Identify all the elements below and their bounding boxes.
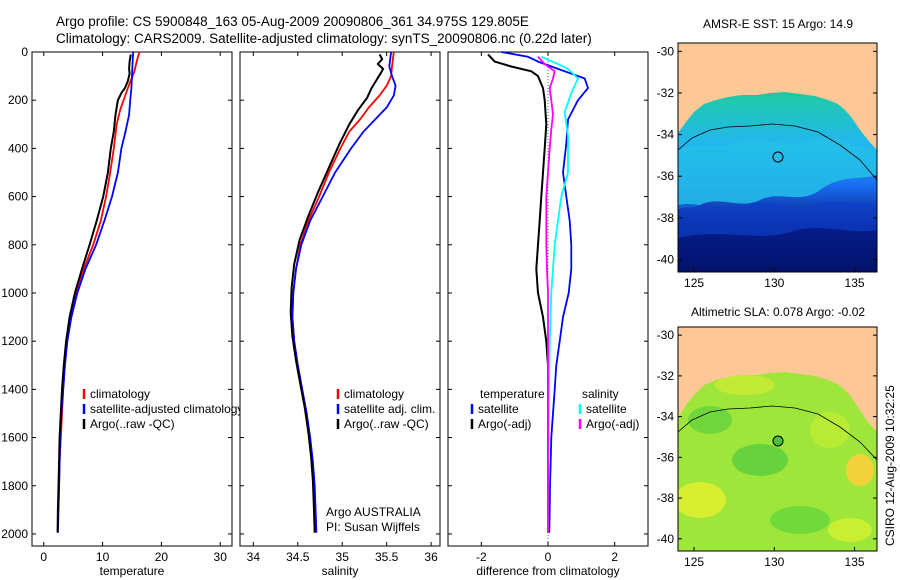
float-annotation: PI: Susan Wijffels	[326, 520, 420, 534]
map-x-tick-label: 125	[684, 555, 704, 569]
map-x-tick-label: 130	[764, 276, 784, 290]
depth-tick-label: 1600	[1, 431, 28, 445]
legend-label: Argo(..raw -QC)	[344, 417, 429, 431]
sla-map-panel: Altimetric SLA: 0.078 Argo: -0.02 125 130…	[657, 305, 878, 569]
sla-land	[678, 327, 877, 432]
plot-frame	[31, 51, 233, 547]
x-tick-label: 0	[40, 550, 47, 564]
series-line	[487, 53, 549, 533]
sla-shelf-contour	[678, 405, 877, 461]
sla-patch	[770, 506, 830, 534]
sla-patch	[688, 406, 732, 434]
x-tick-label: 2	[611, 550, 618, 564]
depth-tick-label: 600	[8, 190, 28, 204]
map-y-tick-label: -40	[657, 532, 675, 546]
legend-label: Argo(-adj)	[478, 417, 531, 431]
x-axis-label: salinity	[322, 564, 359, 578]
map-y-tick-label: -40	[657, 253, 675, 267]
sla-map-title: Altimetric SLA: 0.078 Argo: -0.02	[691, 305, 865, 319]
sla-patch	[828, 518, 872, 542]
sst-map-panel: AMSR-E SST: 15 Argo: 14.9 125 130 135 -30 -3…	[657, 17, 878, 290]
depth-tick-label: 0	[21, 45, 28, 59]
sla-patch	[810, 412, 850, 448]
depth-tick-label: 1800	[1, 479, 28, 493]
legend-heading: salinity	[582, 387, 619, 401]
sst-cool-band	[678, 200, 877, 238]
series-line	[289, 53, 385, 533]
legend-label: climatology	[344, 387, 404, 401]
salinity-profile-panel: 34 34.5 35 35.5 36 salinity climatologysatelli…	[239, 51, 441, 578]
x-tick-label: 20	[155, 550, 169, 564]
figure-title-line2: Climatology: CARS2009. Satellite-adjuste…	[56, 31, 592, 46]
x-tick-label: 34	[247, 550, 261, 564]
x-tick-label: 34.5	[286, 550, 310, 564]
depth-tick-label: 800	[8, 238, 28, 252]
map-y-tick-label: -36	[657, 450, 675, 464]
series-line	[540, 55, 579, 533]
map-y-tick-label: -30	[657, 328, 675, 342]
x-axis-label: temperature	[100, 564, 165, 578]
depth-tick-label: 1200	[1, 334, 28, 348]
sla-patch	[715, 375, 775, 395]
series-line	[537, 56, 556, 533]
sst-map-title: AMSR-E SST: 15 Argo: 14.9	[703, 17, 853, 31]
sst-warm-patch	[678, 137, 877, 210]
plot-frame	[239, 51, 441, 547]
map-y-tick-label: -34	[657, 128, 675, 142]
sla-argo-marker	[772, 435, 784, 447]
depth-tick-label: 1400	[1, 382, 28, 396]
map-x-tick-label: 135	[845, 276, 865, 290]
legend-label: satellite adj. clim.	[344, 402, 435, 416]
depth-tick-label: 200	[8, 93, 28, 107]
sla-patch	[846, 454, 874, 486]
map-y-tick-label: -32	[657, 86, 675, 100]
legend-label: climatology	[90, 387, 150, 401]
map-y-tick-label: -36	[657, 169, 675, 183]
x-tick-label: 35.5	[375, 550, 399, 564]
float-annotation: Argo AUSTRALIA	[326, 505, 421, 519]
x-tick-label: 35	[336, 550, 350, 564]
sst-shelf-contour	[678, 123, 877, 181]
x-tick-label: 10	[96, 550, 110, 564]
depth-tick-label: 1000	[1, 286, 28, 300]
map-y-tick-label: -30	[657, 44, 675, 58]
sla-patch	[678, 482, 726, 518]
map-x-tick-label: 135	[845, 555, 865, 569]
figure-title-line1: Argo profile: CS 5900848_163 05-Aug-2009…	[56, 14, 529, 29]
legend-label: Argo(..raw -QC)	[90, 417, 175, 431]
sst-land	[678, 43, 877, 150]
series-line	[291, 51, 397, 533]
map-x-tick-label: 125	[684, 276, 704, 290]
x-tick-label: 30	[214, 550, 228, 564]
sla-patch	[732, 444, 788, 476]
legend-label: satellite	[478, 402, 519, 416]
depth-tick-label: 2000	[1, 527, 28, 541]
depth-tick-label: 400	[8, 141, 28, 155]
x-axis-label: difference from climatology	[476, 564, 619, 578]
x-tick-label: 36	[424, 550, 438, 564]
legend-heading: temperature	[480, 387, 545, 401]
series-line	[56, 54, 132, 533]
map-y-tick-label: -38	[657, 491, 675, 505]
temperature-profile-panel: 0 200 400 600 800 1000 1200 1400 1600 1800 2000 0 10…	[1, 45, 243, 578]
map-y-tick-label: -32	[657, 369, 675, 383]
sst-argo-marker	[772, 151, 784, 163]
side-timestamp-label: CSIRO 12-Aug-2009 10:32:25	[883, 385, 897, 546]
x-tick-label: 0	[545, 550, 552, 564]
x-tick-label: -2	[476, 550, 487, 564]
legend-label: satellite	[586, 402, 627, 416]
legend-label: satellite-adjusted climatology	[90, 402, 243, 416]
legend-label: Argo(-adj)	[586, 417, 639, 431]
map-x-tick-label: 130	[764, 555, 784, 569]
map-y-tick-label: -34	[657, 410, 675, 424]
map-y-tick-label: -38	[657, 211, 675, 225]
